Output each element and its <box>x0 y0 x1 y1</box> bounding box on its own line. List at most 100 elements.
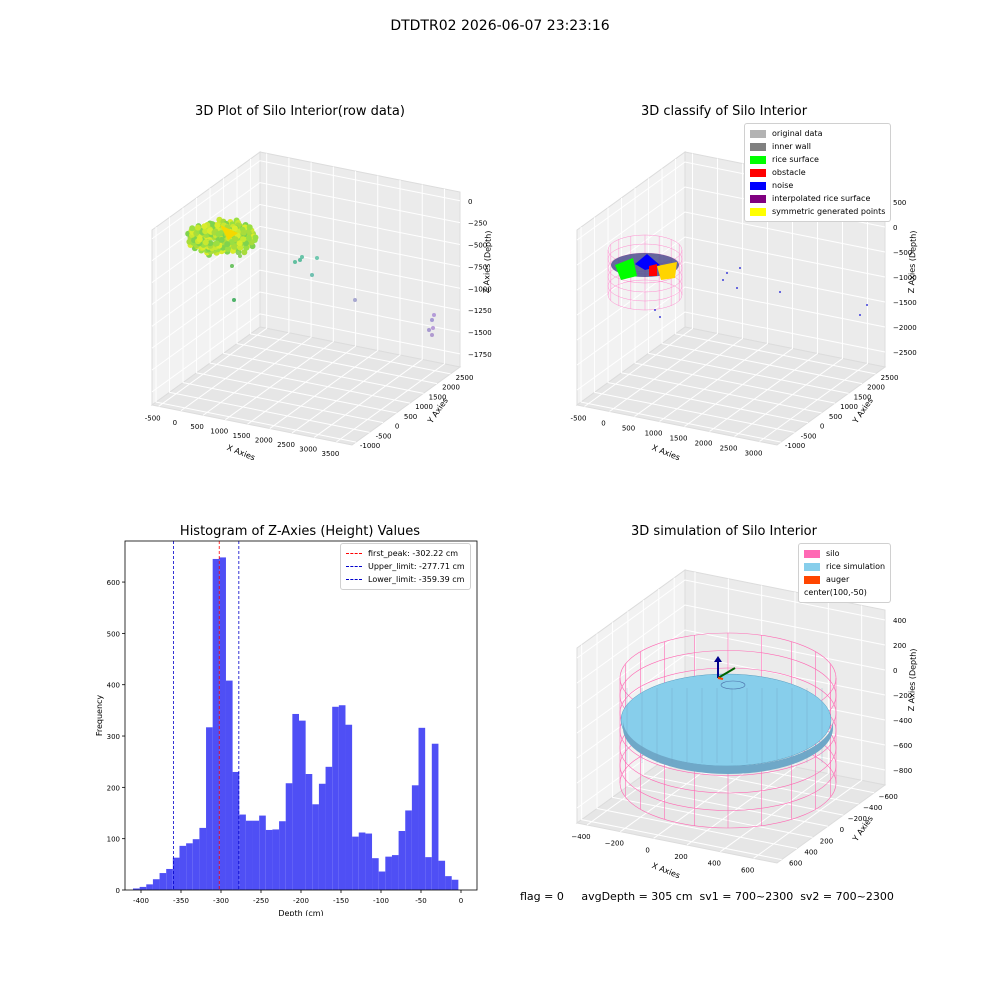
plot4-xtick: −400 <box>571 833 590 841</box>
plot1-point <box>315 256 319 260</box>
plot1-grid-y <box>169 217 370 433</box>
plot1-grid-y <box>182 207 384 424</box>
plot4-auger-y <box>717 667 736 679</box>
legend-label: rice simulation <box>826 562 886 571</box>
plot1-ztick: −500 <box>468 242 487 250</box>
plot2-grid-y <box>594 217 795 433</box>
plot2-grid-z <box>576 236 886 316</box>
plot2-grid-y <box>661 168 863 385</box>
histogram-bar <box>272 829 280 890</box>
histogram-bar <box>299 720 306 890</box>
plot2-legend-item: interpolated rice surface <box>750 192 885 205</box>
plot2-legend: original data inner wall rice surface obsta… <box>744 123 892 222</box>
plot2-legend-item: inner wall <box>750 140 885 153</box>
plot2-xtick: 2500 <box>720 445 738 453</box>
plot4-center-ring <box>720 680 746 690</box>
legend-swatch <box>804 549 820 558</box>
plot4-xtick: 600 <box>741 866 754 874</box>
plot1-point <box>230 264 234 268</box>
plot4-grid-z <box>576 579 886 659</box>
plot2-xtick: 500 <box>622 425 635 433</box>
plot1-point <box>236 240 243 247</box>
histogram-xtick-label: 0 <box>459 897 463 905</box>
plot1-point <box>241 249 248 256</box>
plot1-point <box>189 225 196 232</box>
plot1-point <box>246 224 253 231</box>
plot2-ytick: 2500 <box>881 374 899 382</box>
plot1-point <box>231 243 238 250</box>
plot1-xtick: 500 <box>190 423 203 431</box>
histogram-xtick-label: -50 <box>415 897 426 905</box>
plot2-ytick: 1000 <box>840 403 858 411</box>
histogram-chart: -400 -350 -300 -250 -200 -150 -100 -50 0 0 100 200 3… <box>95 540 478 916</box>
plot1-point <box>248 239 255 246</box>
plot1-point <box>207 240 214 247</box>
plot2-grid-z <box>576 286 886 366</box>
plot4-ytick: −400 <box>863 804 882 812</box>
plot4-3d-simulation: −400−20002004006006004002000−200−400−600… <box>571 569 918 878</box>
plot2-rice-surface <box>615 258 637 280</box>
legend-swatch <box>750 168 766 177</box>
histogram-bar <box>159 873 167 890</box>
plot4-rice-side <box>623 720 833 774</box>
plot4-grid-z <box>576 629 886 709</box>
legend-swatch <box>804 562 820 571</box>
legend-label: auger <box>826 575 850 584</box>
plot1-point <box>431 326 435 330</box>
plot4-ytick: 400 <box>804 849 817 857</box>
histogram-ytick-label: 200 <box>107 784 120 792</box>
plot1-xtick: 1000 <box>210 428 228 436</box>
plot2-xtick: 1500 <box>670 435 688 443</box>
plot2-symmetric <box>657 262 677 280</box>
histogram-ytick-label: 0 <box>116 887 120 895</box>
plot1-grid-y <box>196 197 397 414</box>
plot2-grid-y <box>675 158 876 375</box>
histogram-xtick-label: -300 <box>213 897 229 905</box>
plot4-ytick: 600 <box>789 860 802 868</box>
plot4-ztick: 0 <box>893 667 897 675</box>
histogram-title: Histogram of Z-Axies (Height) Values <box>179 524 421 539</box>
plot1-point <box>236 251 240 255</box>
plot1-grid-z <box>151 247 461 327</box>
plot2-noise-point <box>866 304 868 306</box>
plot4-xtick: 200 <box>674 853 687 861</box>
plot2-ytick: 0 <box>820 423 824 431</box>
plot1-point <box>213 240 220 247</box>
plot1-zlabel: Z Axies (Depth) <box>482 230 493 293</box>
plot2-ytick: 500 <box>829 413 842 421</box>
plot1-ztick: −1250 <box>468 307 492 315</box>
plot1-point <box>232 298 236 302</box>
plot4-legend: silo rice simulation auger center(100,-50) <box>798 543 892 603</box>
histogram-ytick-label: 600 <box>107 579 120 587</box>
legend-label: Lower_limit: -359.39 cm <box>368 575 465 584</box>
plot2-noise-point <box>739 267 741 269</box>
plot2-zlabel: Z Axies (Depth) <box>907 230 918 293</box>
histogram-xtick-label: -250 <box>253 897 269 905</box>
legend-swatch <box>804 575 820 584</box>
plot1-point <box>432 313 436 317</box>
legend-line-swatch <box>346 566 362 567</box>
histogram-xtick-label: -100 <box>373 897 389 905</box>
plot2-legend-item: symmetric generated points <box>750 205 885 218</box>
legend-label: obstacle <box>772 168 806 177</box>
plot1-grid-x <box>225 166 334 421</box>
plot4-grid-z <box>576 604 886 684</box>
histogram-bar <box>212 558 220 890</box>
histogram-bar <box>139 886 147 890</box>
plot2-noise-point <box>726 272 728 274</box>
plot2-ztick: 500 <box>893 199 906 207</box>
plot1-grid-z <box>151 160 461 240</box>
histogram-bar <box>232 771 240 890</box>
histogram-ytick-label: 500 <box>107 630 120 638</box>
plot4-ztick: 200 <box>893 642 906 650</box>
histogram-bar <box>265 829 273 890</box>
plot2-xtick: 2000 <box>695 440 713 448</box>
histogram-bar <box>318 783 326 890</box>
plot1-point <box>238 254 242 258</box>
histogram-bar <box>206 727 213 890</box>
legend-label: noise <box>772 181 794 190</box>
legend-line-swatch <box>346 579 362 580</box>
plot1-point <box>209 221 216 228</box>
histogram-bar <box>418 727 426 890</box>
histogram-bar <box>199 827 207 890</box>
